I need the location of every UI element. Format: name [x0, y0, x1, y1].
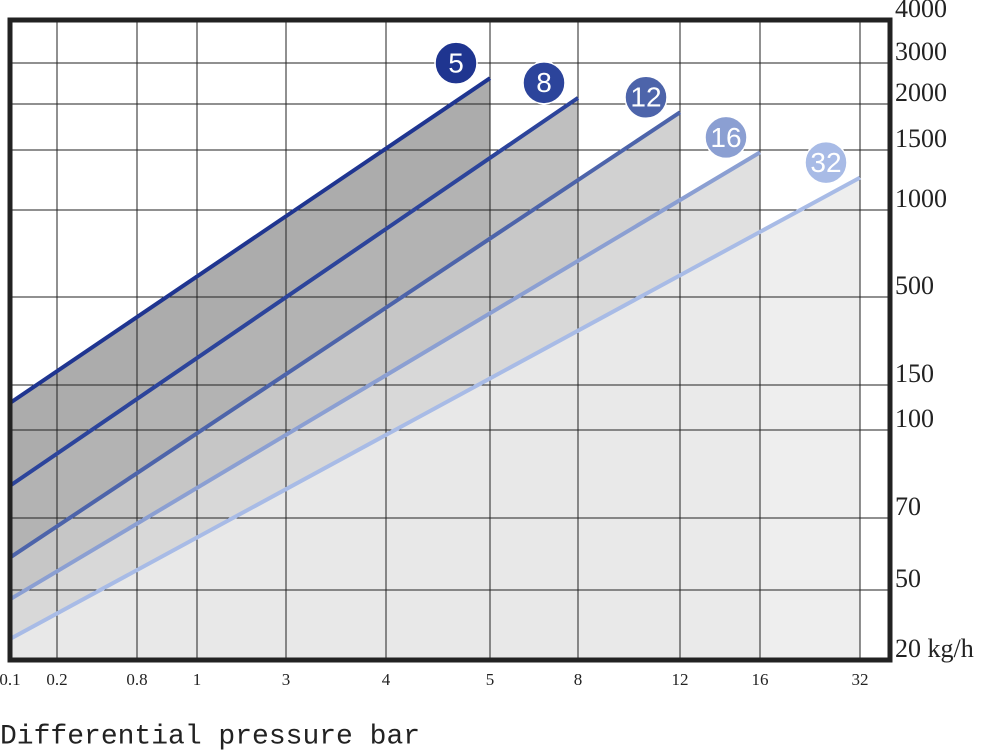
- legend-label: 8: [536, 67, 552, 98]
- y-tick-label: 1000: [895, 184, 947, 213]
- plot-frame: [7, 17, 893, 663]
- x-tick-label: 0.1: [0, 670, 21, 689]
- area-fill: [10, 177, 860, 660]
- legend-badge: [704, 115, 748, 160]
- legend-badge: [804, 140, 848, 185]
- y-tick-label: 150: [895, 359, 934, 388]
- y-tick-label: 500: [895, 271, 934, 300]
- series-line: [8, 110, 682, 560]
- x-tick-label: 12: [672, 670, 689, 689]
- legend-badge: [624, 75, 668, 120]
- legend-label: 32: [810, 147, 841, 178]
- legend-label: 12: [630, 82, 661, 113]
- x-tick-label: 32: [852, 670, 869, 689]
- y-tick-label: 3000: [895, 37, 947, 66]
- legend-badge: [522, 61, 566, 105]
- legend-badge: [434, 41, 478, 85]
- x-tick-label: 4: [382, 670, 391, 689]
- y-tick-label: 2000: [895, 78, 947, 107]
- y-tick-label: 20 kg/h: [895, 634, 974, 663]
- y-tick-label: 1500: [895, 124, 947, 153]
- y-tick-label: 50: [895, 564, 921, 593]
- x-tick-label: 16: [752, 670, 769, 689]
- y-tick-label: 4000: [895, 0, 947, 23]
- x-tick-label: 1: [193, 670, 202, 689]
- x-tick-label: 3: [282, 670, 291, 689]
- y-tick-label: 100: [895, 404, 934, 433]
- series-line: [9, 175, 861, 641]
- x-tick-label: 0.8: [126, 670, 147, 689]
- y-tick-label: 70: [895, 492, 921, 521]
- x-axis-label: Differential pressure bar: [0, 721, 420, 752]
- series-line: [8, 96, 580, 488]
- series-line: [8, 150, 762, 602]
- legend-label: 16: [710, 122, 741, 153]
- x-tick-label: 5: [486, 670, 495, 689]
- x-tick-label: 8: [574, 670, 583, 689]
- legend-label: 5: [448, 48, 464, 79]
- series-line: [8, 76, 492, 405]
- x-tick-label: 0.2: [46, 670, 67, 689]
